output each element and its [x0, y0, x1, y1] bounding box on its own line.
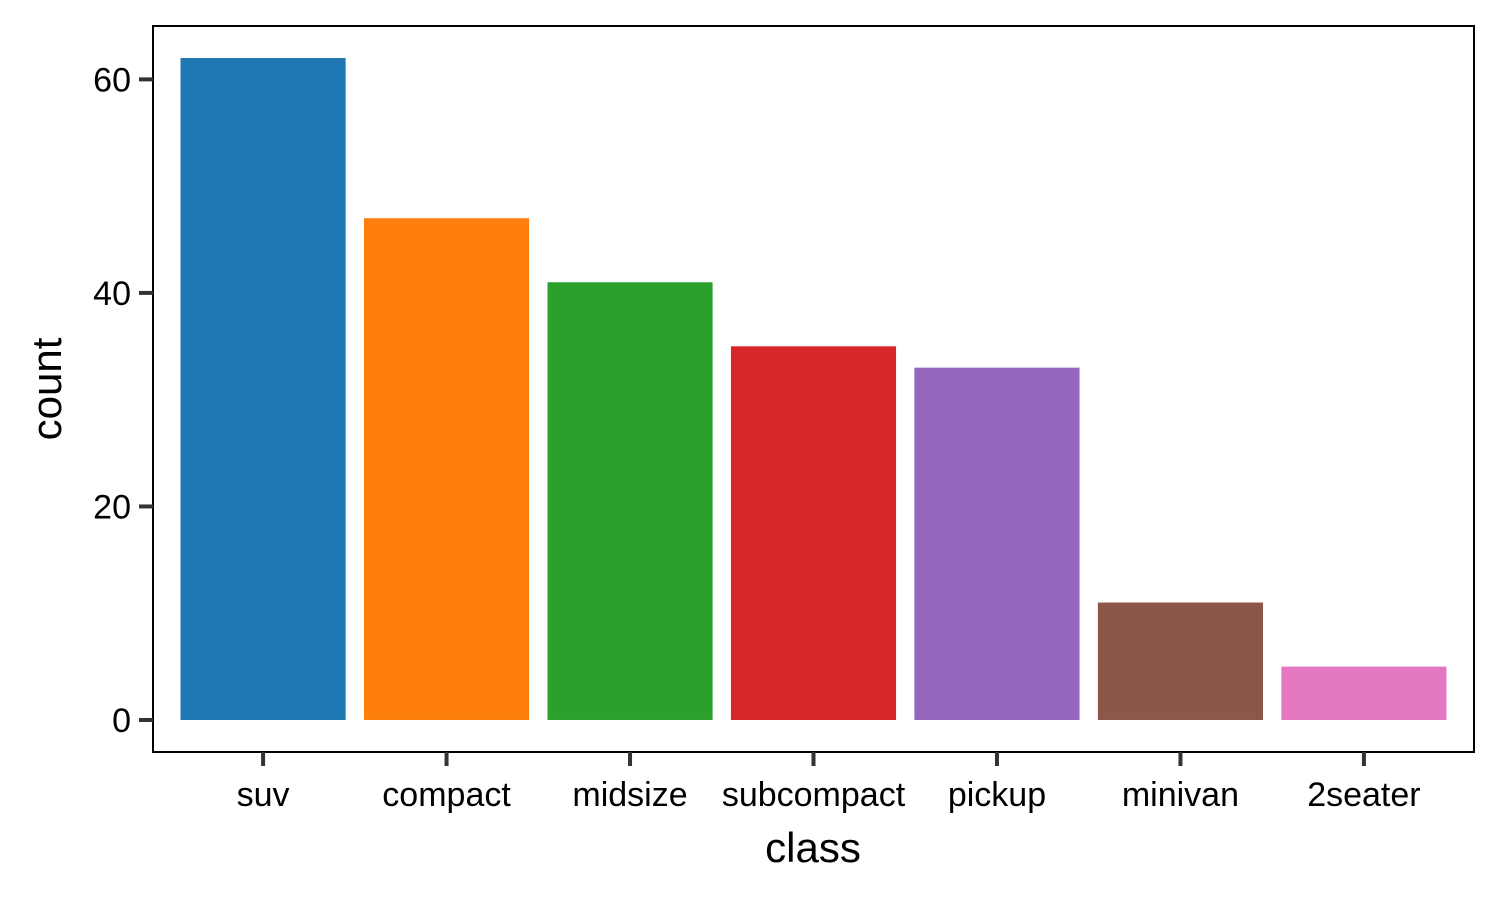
x-tick-label: midsize — [572, 776, 687, 814]
bar-subcompact — [730, 346, 897, 720]
bar-2seater — [1281, 666, 1447, 720]
bar-minivan — [1097, 602, 1264, 720]
bars-layer — [180, 58, 1447, 720]
y-axis-title: count — [23, 337, 70, 440]
x-axis-title: class — [765, 824, 861, 871]
y-axis: 0 20 40 60 — [93, 61, 153, 740]
y-tick-label: 60 — [93, 61, 131, 99]
x-axis: suv compact midsize subcompact pickup minivan… — [237, 752, 1421, 814]
x-tick-label: compact — [382, 776, 511, 814]
x-tick-label: suv — [237, 776, 290, 814]
x-tick-label: pickup — [948, 776, 1046, 814]
y-tick-label: 20 — [93, 488, 131, 526]
x-tick-label: minivan — [1122, 776, 1239, 814]
bar-midsize — [547, 282, 713, 720]
x-tick-label: subcompact — [722, 776, 906, 814]
x-tick-label: 2seater — [1307, 776, 1420, 814]
y-tick-label: 40 — [93, 275, 131, 313]
bar-compact — [363, 218, 530, 720]
y-tick-label: 0 — [112, 702, 131, 740]
bar-pickup — [914, 367, 1080, 720]
bar-suv — [180, 58, 346, 720]
